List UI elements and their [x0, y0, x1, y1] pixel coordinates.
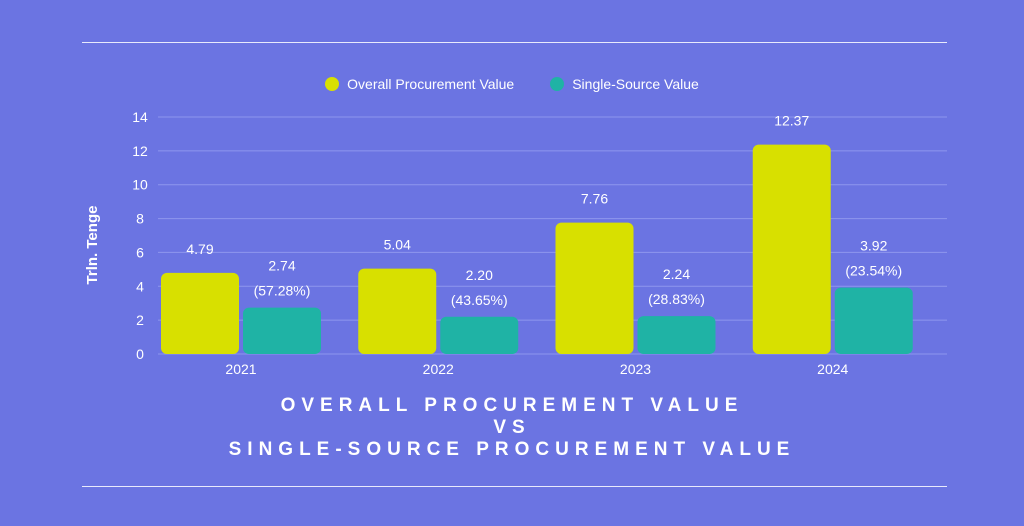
y-tick-label: 4	[136, 278, 144, 294]
data-label-share: (43.65%)	[451, 292, 508, 308]
bar-single-source	[243, 307, 321, 354]
bar-overall	[161, 272, 239, 354]
legend-label-single-source: Single-Source Value	[572, 76, 699, 92]
bar-single-source	[637, 316, 716, 354]
y-tick-label: 12	[132, 143, 148, 159]
y-tick-label: 6	[136, 244, 144, 260]
x-tick-label: 2024	[817, 361, 848, 377]
bar-single-source	[834, 287, 913, 354]
bottom-divider	[82, 486, 947, 487]
legend-item-overall: Overall Procurement Value	[325, 76, 514, 92]
data-label-overall: 7.76	[581, 191, 608, 207]
y-tick-label: 14	[132, 109, 148, 125]
data-label-single-source: 2.74	[268, 258, 295, 274]
legend-swatch-overall	[325, 77, 340, 91]
x-tick-label: 2022	[423, 361, 454, 377]
y-tick-label: 8	[136, 211, 144, 227]
y-axis-title: Trln. Tenge	[84, 206, 101, 285]
data-label-share: (57.28%)	[254, 283, 311, 299]
chart-title-line-3: SINGLE-SOURCE PROCUREMENT VALUE	[228, 439, 796, 460]
data-label-share: (28.83%)	[648, 291, 705, 307]
data-label-single-source: 3.92	[860, 238, 887, 254]
data-label-overall: 12.37	[774, 113, 809, 129]
data-label-single-source: 2.24	[663, 266, 690, 282]
data-label-overall: 4.79	[186, 241, 213, 257]
legend-item-single-source: Single-Source Value	[550, 76, 699, 92]
data-label-share: (23.54%)	[845, 263, 902, 279]
chart-title-line-2: VS	[493, 417, 531, 438]
bar-overall	[555, 222, 634, 354]
y-tick-label: 2	[136, 312, 144, 328]
data-label-overall: 5.04	[384, 237, 411, 253]
x-tick-label: 2023	[620, 361, 651, 377]
chart-legend: Overall Procurement Value Single-Source …	[0, 76, 1024, 92]
bar-overall	[752, 144, 831, 354]
bar-single-source	[440, 316, 519, 354]
bar-overall	[358, 268, 437, 354]
top-divider	[82, 42, 947, 43]
chart-title-line-1: OVERALL PROCUREMENT VALUE	[280, 395, 744, 416]
legend-label-overall: Overall Procurement Value	[347, 76, 515, 92]
data-label-single-source: 2.20	[466, 267, 493, 283]
y-tick-label: 0	[136, 346, 144, 362]
x-tick-label: 2021	[225, 361, 256, 377]
chart-title: OVERALL PROCUREMENT VALUE VS SINGLE-SOUR…	[0, 395, 1024, 461]
legend-swatch-single-source	[550, 77, 565, 91]
y-tick-label: 10	[132, 177, 148, 193]
